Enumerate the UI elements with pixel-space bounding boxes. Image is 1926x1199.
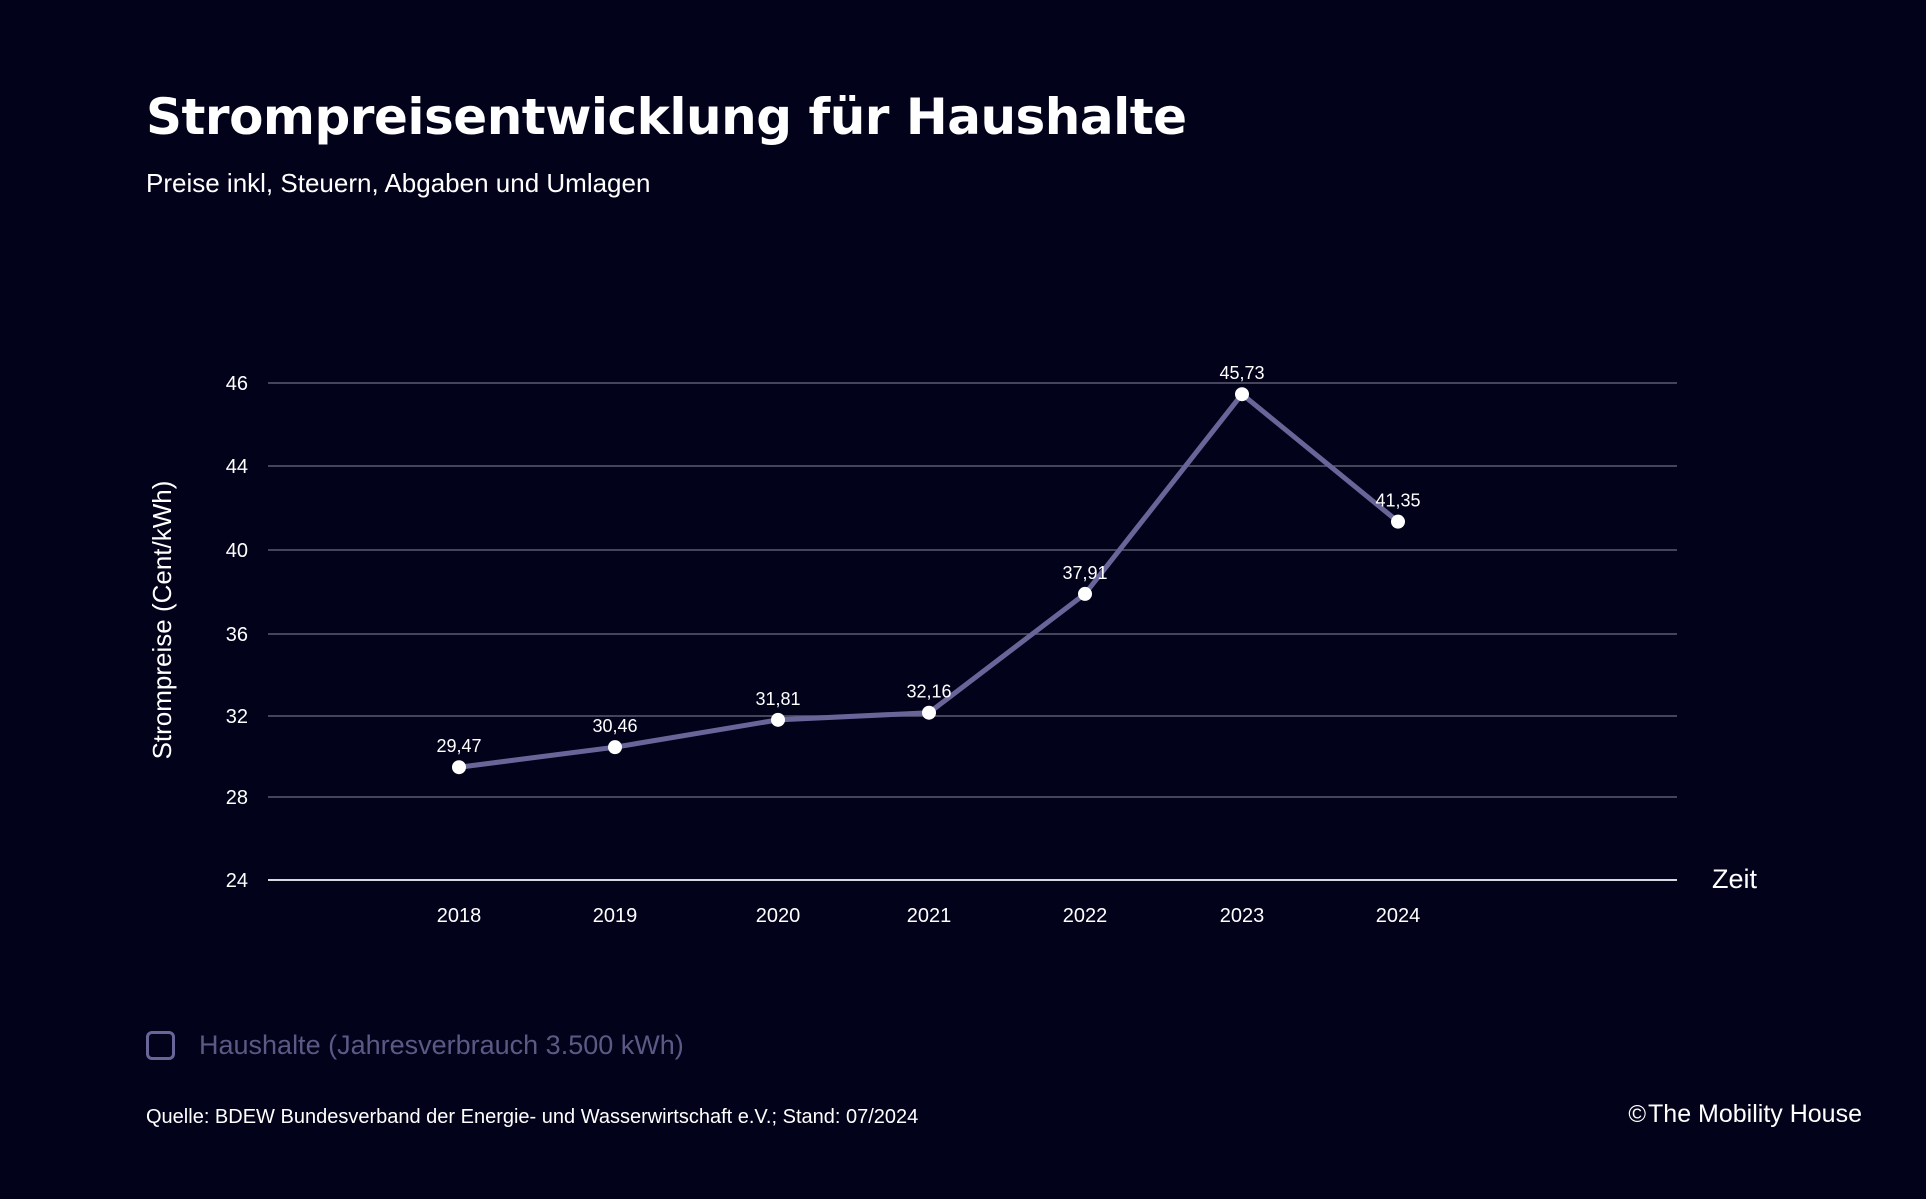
- data-label: 41,35: [1375, 491, 1420, 511]
- copyright: © The Mobility House: [1628, 1100, 1862, 1129]
- y-tick-label: 46: [226, 373, 248, 395]
- x-tick-label: 2021: [907, 905, 952, 927]
- data-labels: 29,47 30,46 31,81 32,16 37,91 45,73 41,35: [436, 363, 1420, 756]
- data-point: [771, 712, 785, 727]
- data-point: [1078, 586, 1092, 601]
- y-tick-label: 40: [226, 540, 248, 562]
- legend-checkbox[interactable]: [146, 1031, 175, 1060]
- data-label: 30,46: [592, 716, 637, 736]
- data-point: [608, 740, 622, 755]
- x-tick-labels: 2018 2019 2020 2021 2022 2023 2024: [437, 905, 1421, 927]
- series-haushalte: [452, 387, 1405, 775]
- data-point: [452, 760, 466, 775]
- copyright-label: The Mobility House: [1648, 1100, 1862, 1128]
- data-label: 29,47: [436, 736, 481, 756]
- y-tick-labels: 24 28 32 36 40 44 46: [226, 373, 248, 892]
- chart-subtitle: Preise inkl, Steuern, Abgaben und Umlage…: [146, 168, 651, 198]
- x-tick-label: 2023: [1220, 905, 1265, 927]
- data-label: 37,91: [1062, 563, 1107, 583]
- legend-label: Haushalte (Jahresverbrauch 3.500 kWh): [199, 1030, 684, 1060]
- data-label: 31,81: [755, 689, 800, 709]
- x-tick-label: 2020: [756, 905, 801, 927]
- x-axis-label: Zeit: [1712, 864, 1758, 894]
- data-label: 32,16: [906, 682, 951, 702]
- y-tick-label: 44: [226, 456, 248, 478]
- x-tick-label: 2022: [1063, 905, 1108, 927]
- x-tick-label: 2018: [437, 905, 482, 927]
- y-tick-label: 32: [226, 706, 248, 728]
- y-axis-label: Strompreise (Cent/kWh): [147, 481, 177, 760]
- x-tick-label: 2019: [593, 905, 638, 927]
- chart-title: Strompreisentwicklung für Haushalte: [146, 88, 1187, 146]
- source-note: Quelle: BDEW Bundesverband der Energie- …: [146, 1106, 919, 1128]
- copyright-icon: ©: [1628, 1100, 1647, 1128]
- data-point: [922, 705, 936, 720]
- y-tick-label: 28: [226, 787, 248, 809]
- data-point: [1235, 387, 1249, 402]
- legend: Haushalte (Jahresverbrauch 3.500 kWh): [146, 1030, 684, 1061]
- y-tick-label: 36: [226, 624, 248, 646]
- x-tick-label: 2024: [1376, 905, 1421, 927]
- y-tick-label: 24: [226, 870, 248, 892]
- data-point: [1391, 514, 1405, 529]
- gridlines: [268, 382, 1677, 881]
- data-label: 45,73: [1219, 363, 1264, 383]
